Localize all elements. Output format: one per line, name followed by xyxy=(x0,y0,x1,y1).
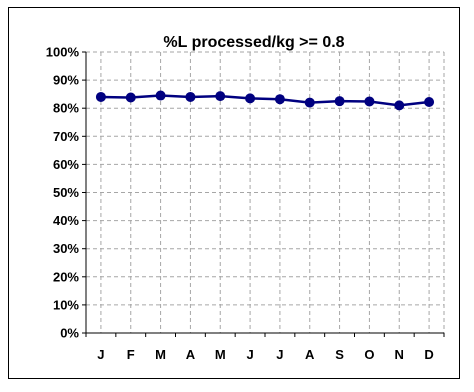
y-tick-label: 0% xyxy=(60,326,79,341)
chart-title: %L processed/kg >= 0.8 xyxy=(163,34,344,51)
x-tick-label: S xyxy=(335,347,344,362)
x-tick-label: F xyxy=(127,347,135,362)
y-tick-label: 10% xyxy=(53,297,79,312)
y-tick-label: 80% xyxy=(53,101,79,116)
data-point xyxy=(95,91,106,102)
data-point xyxy=(245,93,256,104)
y-tick-label: 50% xyxy=(53,185,79,200)
data-point xyxy=(125,92,136,103)
y-tick-label: 70% xyxy=(53,129,79,144)
x-tick-label: J xyxy=(97,347,104,362)
series-line xyxy=(100,94,430,107)
x-tick-label: J xyxy=(276,347,283,362)
data-point xyxy=(155,90,166,101)
y-tick-label: 100% xyxy=(46,45,80,60)
data-point xyxy=(185,91,196,102)
data-point xyxy=(424,97,435,108)
y-tick-label: 30% xyxy=(53,241,79,256)
y-tick-label: 20% xyxy=(53,269,79,284)
axis-layer xyxy=(82,51,445,337)
y-tick-labels: 0% 10% 20% 30% 40% 50% 60% 70% 80% 90% 100% xyxy=(46,45,80,341)
data-point xyxy=(215,91,226,102)
x-tick-label: A xyxy=(305,347,315,362)
x-tick-label: M xyxy=(155,347,166,362)
grid-layer xyxy=(86,51,445,333)
x-tick-label: J xyxy=(246,347,253,362)
x-tick-label: N xyxy=(395,347,404,362)
data-point xyxy=(304,97,315,108)
y-tick-label: 90% xyxy=(53,73,79,88)
data-point xyxy=(394,100,405,111)
data-point xyxy=(334,96,345,107)
x-tick-label: A xyxy=(186,347,196,362)
y-tick-label: 60% xyxy=(53,157,79,172)
series-layer xyxy=(95,90,435,111)
data-point xyxy=(274,94,285,105)
x-tick-label: M xyxy=(215,347,226,362)
data-point xyxy=(364,96,375,107)
y-tick-label: 40% xyxy=(53,213,79,228)
x-tick-label: D xyxy=(424,347,433,362)
x-tick-label: O xyxy=(364,347,374,362)
